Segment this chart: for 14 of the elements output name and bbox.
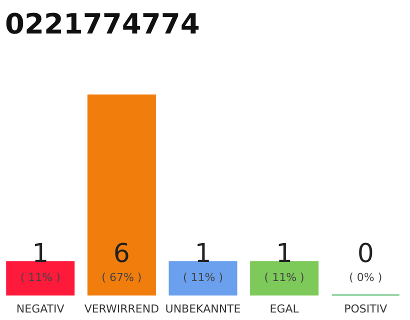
x-tick-label: UNBEKANNTE [165, 302, 241, 316]
x-tick-label: NEGATIV [16, 302, 65, 316]
annotation: ( 11% ) [264, 271, 304, 284]
annotation: ( 11% ) [182, 271, 224, 284]
annotation: ( 67% ) [102, 271, 142, 284]
x-tick-label: POSITIV [344, 302, 388, 316]
data-label: 6 [113, 239, 130, 269]
annotation: ( 11% ) [20, 271, 60, 284]
chart-title: 0221774774 [5, 8, 200, 40]
data-label: 1 [194, 239, 212, 269]
annotation: ( 0% ) [349, 271, 382, 284]
data-label: 0 [357, 239, 374, 269]
x-tick-label: EGAL [270, 302, 300, 316]
x-tick-label: VERWIRREND [84, 302, 160, 316]
